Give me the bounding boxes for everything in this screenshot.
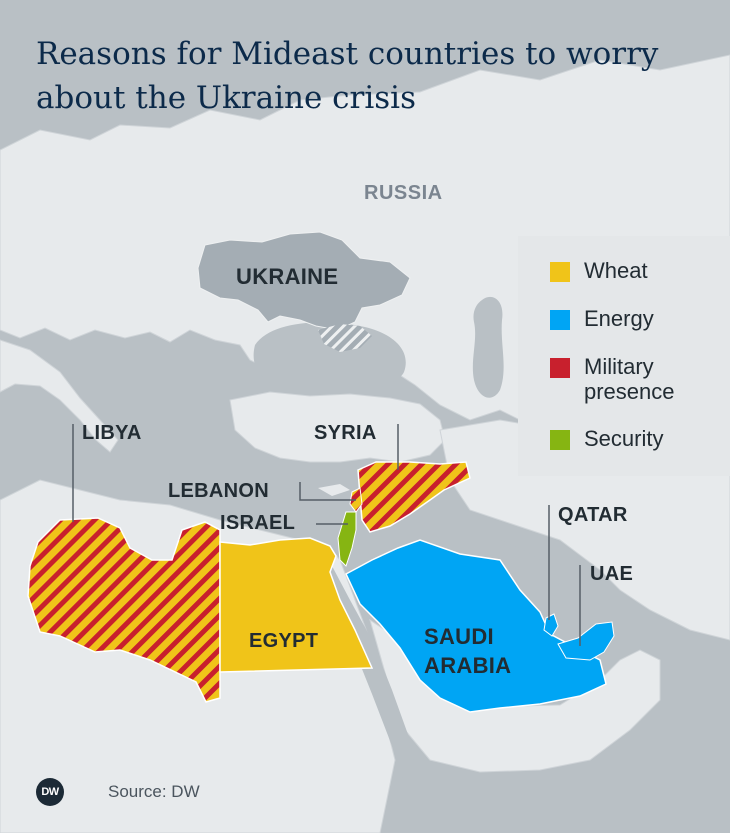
label-syria: SYRIA: [314, 422, 377, 444]
label-saudi-arabia-line2: ARABIA: [424, 653, 512, 678]
label-saudi-arabia: SAUDI ARABIA: [424, 622, 511, 680]
label-lebanon: LEBANON: [168, 480, 269, 502]
country-qatar: [543, 613, 559, 637]
label-libya: LIBYA: [82, 422, 142, 444]
label-ukraine: UKRAINE: [236, 264, 339, 289]
legend: Wheat Energy Military presence Security: [518, 236, 730, 476]
sea-caspian: [472, 296, 504, 398]
legend-label-wheat: Wheat: [584, 258, 648, 283]
legend-label-energy: Energy: [584, 306, 654, 331]
island-cyprus: [318, 484, 350, 496]
country-israel: [337, 511, 357, 567]
legend-item-wheat: Wheat: [550, 258, 730, 306]
country-syria: [357, 461, 471, 533]
country-ukraine: [197, 231, 411, 331]
label-egypt: EGYPT: [249, 630, 319, 652]
legend-swatch-wheat: [550, 262, 570, 282]
country-egypt: [219, 537, 374, 673]
legend-swatch-military: [550, 358, 570, 378]
label-qatar: QATAR: [558, 504, 628, 526]
country-saudi-arabia: [345, 539, 607, 713]
label-uae: UAE: [590, 563, 634, 585]
land-turkey: [229, 391, 446, 463]
legend-item-security: Security: [550, 426, 730, 474]
label-israel: ISRAEL: [220, 512, 296, 534]
country-uae: [557, 621, 615, 661]
source-text: Source: DW: [108, 782, 200, 801]
legend-label-military-line2: presence: [584, 379, 675, 404]
legend-item-energy: Energy: [550, 306, 730, 354]
region-crimea: [318, 324, 372, 352]
label-russia: RUSSIA: [364, 182, 443, 204]
land-southern-europe: [0, 339, 119, 453]
legend-label-military-line1: Military: [584, 354, 654, 379]
sea-persian-gulf: [500, 540, 614, 630]
legend-item-military: Military presence: [550, 354, 730, 426]
leader-lebanon: [299, 482, 356, 501]
legend-swatch-security: [550, 430, 570, 450]
label-saudi-arabia-line1: SAUDI: [424, 624, 494, 649]
legend-swatch-energy: [550, 310, 570, 330]
page-title: Reasons for Mideast countries to worry a…: [36, 36, 659, 116]
legend-label-military: Military presence: [584, 354, 675, 404]
country-libya: [27, 517, 221, 703]
legend-label-security: Security: [584, 426, 664, 451]
dw-logo-icon: DW: [36, 778, 64, 806]
